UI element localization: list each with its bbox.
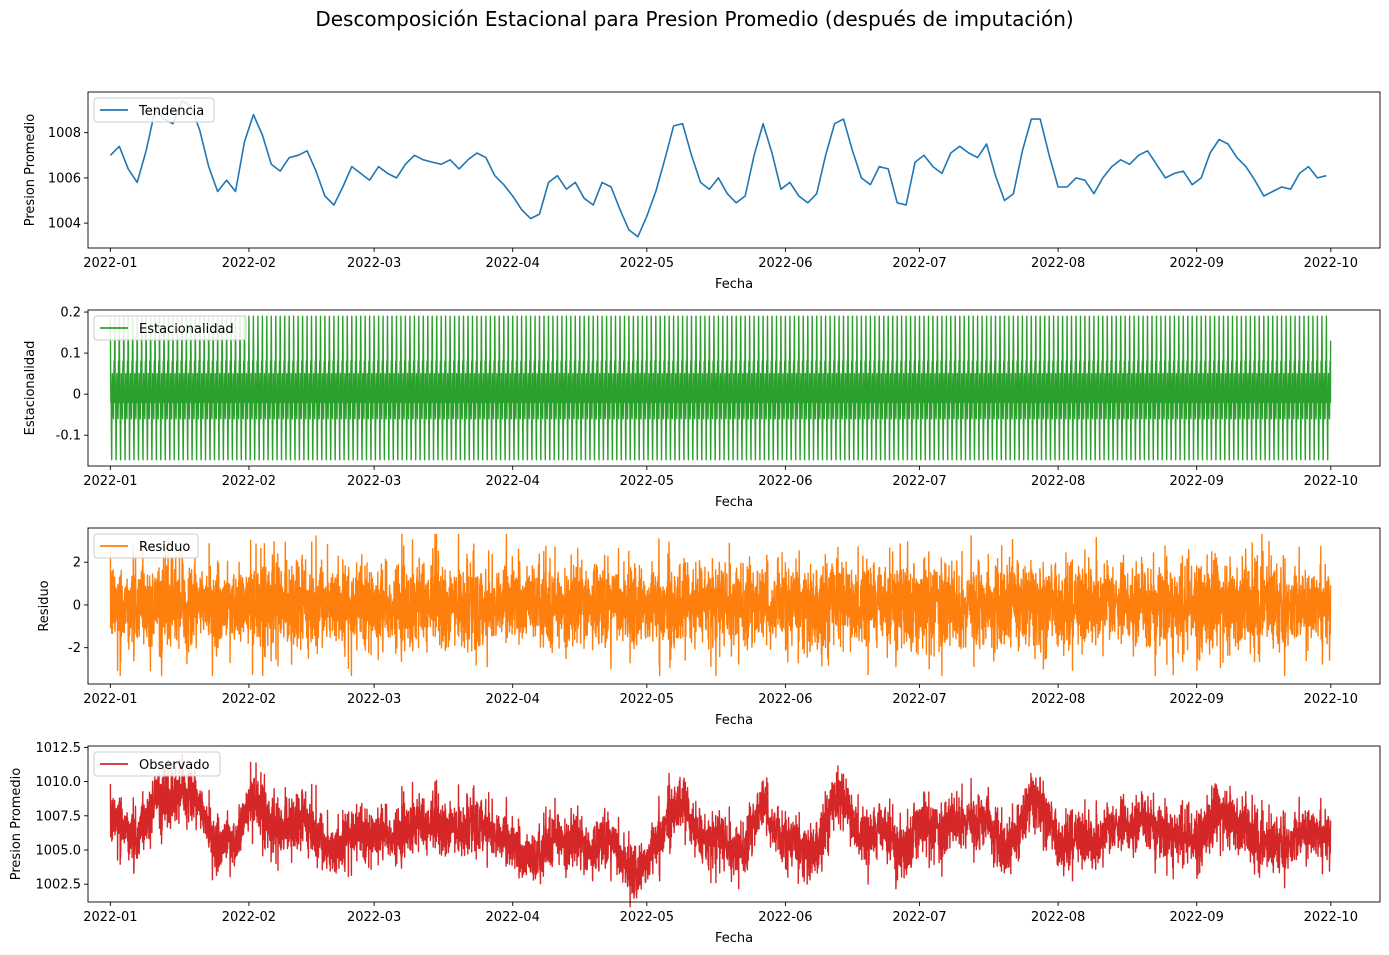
y-tick-label: 2: [73, 556, 81, 571]
x-tick-label: 2022-10: [1304, 474, 1358, 489]
x-tick-label: 2022-03: [347, 910, 401, 925]
x-tick-label: 2022-01: [83, 910, 137, 925]
legend-label: Estacionalidad: [139, 322, 234, 337]
y-axis-label: Residuo: [37, 580, 52, 631]
x-tick-label: 2022-06: [758, 474, 812, 489]
x-tick-label: 2022-04: [486, 910, 540, 925]
x-tick-label: 2022-02: [222, 474, 276, 489]
x-tick-label: 2022-08: [1031, 692, 1085, 707]
y-axis-label: Estacionalidad: [23, 341, 38, 436]
x-tick-label: 2022-02: [222, 910, 276, 925]
x-tick-label: 2022-07: [892, 256, 946, 271]
x-tick-label: 2022-01: [83, 256, 137, 271]
x-tick-label: 2022-09: [1170, 256, 1224, 271]
x-tick-label: 2022-03: [347, 256, 401, 271]
legend-box: [93, 533, 199, 559]
y-tick-label: 1010.0: [36, 775, 82, 790]
panel-tendencia: 2022-01 2022-02 2022-03 2022-04 2022-05 2022-…: [23, 91, 1381, 292]
x-tick-label: 2022-05: [620, 910, 674, 925]
x-tick-label: 2022-01: [83, 474, 137, 489]
x-tick-label: 2022-05: [620, 256, 674, 271]
legend-box: [93, 751, 221, 777]
y-axis-label: Presion Promedio: [23, 114, 38, 227]
x-tick-label: 2022-06: [758, 256, 812, 271]
y-tick-label: 1002.5: [36, 878, 82, 893]
y-tick-label: 0.2: [60, 306, 81, 321]
y-tick-label: 0: [73, 388, 81, 403]
x-tick-label: 2022-03: [347, 692, 401, 707]
x-tick-label: 2022-07: [892, 692, 946, 707]
legend-observado: Observado: [93, 751, 221, 777]
panel-residuo: 2022-01 2022-02 2022-03 2022-04 2022-05 2022-…: [37, 527, 1381, 728]
series-line-tendencia: [109, 100, 1327, 238]
y-tick-label: 1008: [48, 126, 81, 141]
legend-label: Tendencia: [138, 104, 204, 119]
series-line-observado: [109, 753, 1332, 908]
x-axis-label: Fecha: [715, 277, 753, 292]
x-tick-label: 2022-06: [758, 692, 812, 707]
legend-label: Observado: [139, 758, 210, 773]
x-tick-label: 2022-04: [486, 256, 540, 271]
legend-tendencia: Tendencia: [93, 97, 215, 123]
x-tick-label: 2022-07: [892, 474, 946, 489]
series-line-estacionalidad: [109, 315, 1332, 461]
y-tick-label: 0: [73, 598, 81, 613]
x-tick-label: 2022-06: [758, 910, 812, 925]
x-tick-label: 2022-10: [1304, 256, 1358, 271]
x-tick-label: 2022-01: [83, 692, 137, 707]
x-tick-label: 2022-10: [1304, 692, 1358, 707]
panel-observado: 2022-01 2022-02 2022-03 2022-04 2022-05 2022-…: [9, 741, 1381, 946]
panel-estacionalidad: 2022-01 2022-02 2022-03 2022-04 2022-05 2022-…: [23, 306, 1381, 510]
x-tick-label: 2022-03: [347, 474, 401, 489]
legend-box: [93, 315, 247, 341]
y-tick-label: 1005.0: [36, 844, 82, 859]
legend-label: Residuo: [139, 540, 190, 555]
x-tick-label: 2022-02: [222, 256, 276, 271]
x-tick-label: 2022-02: [222, 692, 276, 707]
y-tick-label: 1004: [48, 217, 81, 232]
y-tick-label: 1006: [48, 171, 81, 186]
x-tick-label: 2022-04: [486, 692, 540, 707]
x-tick-label: 2022-05: [620, 692, 674, 707]
axes-frame-residuo: [87, 527, 1381, 685]
figure-title: Descomposición Estacional para Presion P…: [315, 7, 1074, 31]
y-axis-label: Presion Promedio: [9, 768, 24, 881]
x-tick-label: 2022-09: [1170, 474, 1224, 489]
x-tick-label: 2022-05: [620, 474, 674, 489]
x-tick-label: 2022-09: [1170, 910, 1224, 925]
y-tick-label: 1007.5: [36, 809, 82, 824]
x-tick-label: 2022-09: [1170, 692, 1224, 707]
y-tick-label: -2: [68, 641, 81, 656]
axes-frame-estacionalidad: [87, 309, 1381, 467]
x-tick-label: 2022-08: [1031, 256, 1085, 271]
y-tick-label: 1012.5: [36, 741, 82, 756]
x-tick-label: 2022-08: [1031, 910, 1085, 925]
x-tick-label: 2022-10: [1304, 910, 1358, 925]
x-tick-label: 2022-04: [486, 474, 540, 489]
x-tick-label: 2022-08: [1031, 474, 1085, 489]
axes-frame-observado: [87, 745, 1381, 903]
legend-estacionalidad: Estacionalidad: [93, 315, 247, 341]
y-tick-label: -0.1: [56, 429, 81, 444]
x-tick-label: 2022-07: [892, 910, 946, 925]
legend-box: [93, 97, 215, 123]
x-axis-label: Fecha: [715, 931, 753, 946]
x-axis-label: Fecha: [715, 495, 753, 510]
x-axis-label: Fecha: [715, 713, 753, 728]
series-line-residuo: [109, 533, 1332, 677]
legend-residuo: Residuo: [93, 533, 199, 559]
axes-frame-tendencia: [87, 91, 1381, 249]
y-tick-label: 0.1: [60, 347, 81, 362]
